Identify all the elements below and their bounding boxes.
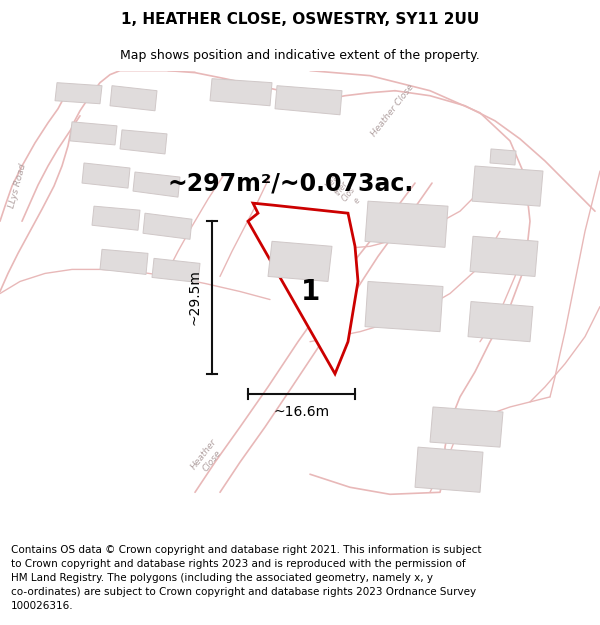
Polygon shape <box>275 86 342 115</box>
Polygon shape <box>152 258 200 282</box>
Polygon shape <box>472 166 543 206</box>
Polygon shape <box>55 82 102 104</box>
Polygon shape <box>470 236 538 276</box>
Polygon shape <box>70 122 117 145</box>
Text: 1, HEATHER CLOSE, OSWESTRY, SY11 2UU: 1, HEATHER CLOSE, OSWESTRY, SY11 2UU <box>121 12 479 28</box>
Text: Contains OS data © Crown copyright and database right 2021. This information is : Contains OS data © Crown copyright and d… <box>11 545 481 611</box>
Polygon shape <box>133 172 180 197</box>
Polygon shape <box>110 86 157 111</box>
Text: ~16.6m: ~16.6m <box>274 405 329 419</box>
Polygon shape <box>415 447 483 493</box>
Text: ~297m²/~0.073ac.: ~297m²/~0.073ac. <box>168 171 414 195</box>
Text: Hea
ther
Clos
e: Hea ther Clos e <box>324 173 366 210</box>
Polygon shape <box>92 206 140 230</box>
Polygon shape <box>365 281 443 332</box>
Polygon shape <box>120 130 167 154</box>
Text: 1: 1 <box>301 278 320 306</box>
Polygon shape <box>100 249 148 274</box>
Polygon shape <box>248 203 358 374</box>
Polygon shape <box>468 301 533 342</box>
Text: Heather Close: Heather Close <box>370 83 416 139</box>
Text: LLys Road: LLys Road <box>8 163 28 209</box>
Polygon shape <box>82 163 130 188</box>
Polygon shape <box>490 149 516 165</box>
Text: Map shows position and indicative extent of the property.: Map shows position and indicative extent… <box>120 49 480 62</box>
Polygon shape <box>268 241 332 281</box>
Polygon shape <box>143 213 192 239</box>
Text: ~29.5m: ~29.5m <box>188 269 202 326</box>
Polygon shape <box>430 407 503 447</box>
Polygon shape <box>210 79 272 106</box>
Text: Heather
Close: Heather Close <box>189 437 227 478</box>
Polygon shape <box>365 201 448 248</box>
